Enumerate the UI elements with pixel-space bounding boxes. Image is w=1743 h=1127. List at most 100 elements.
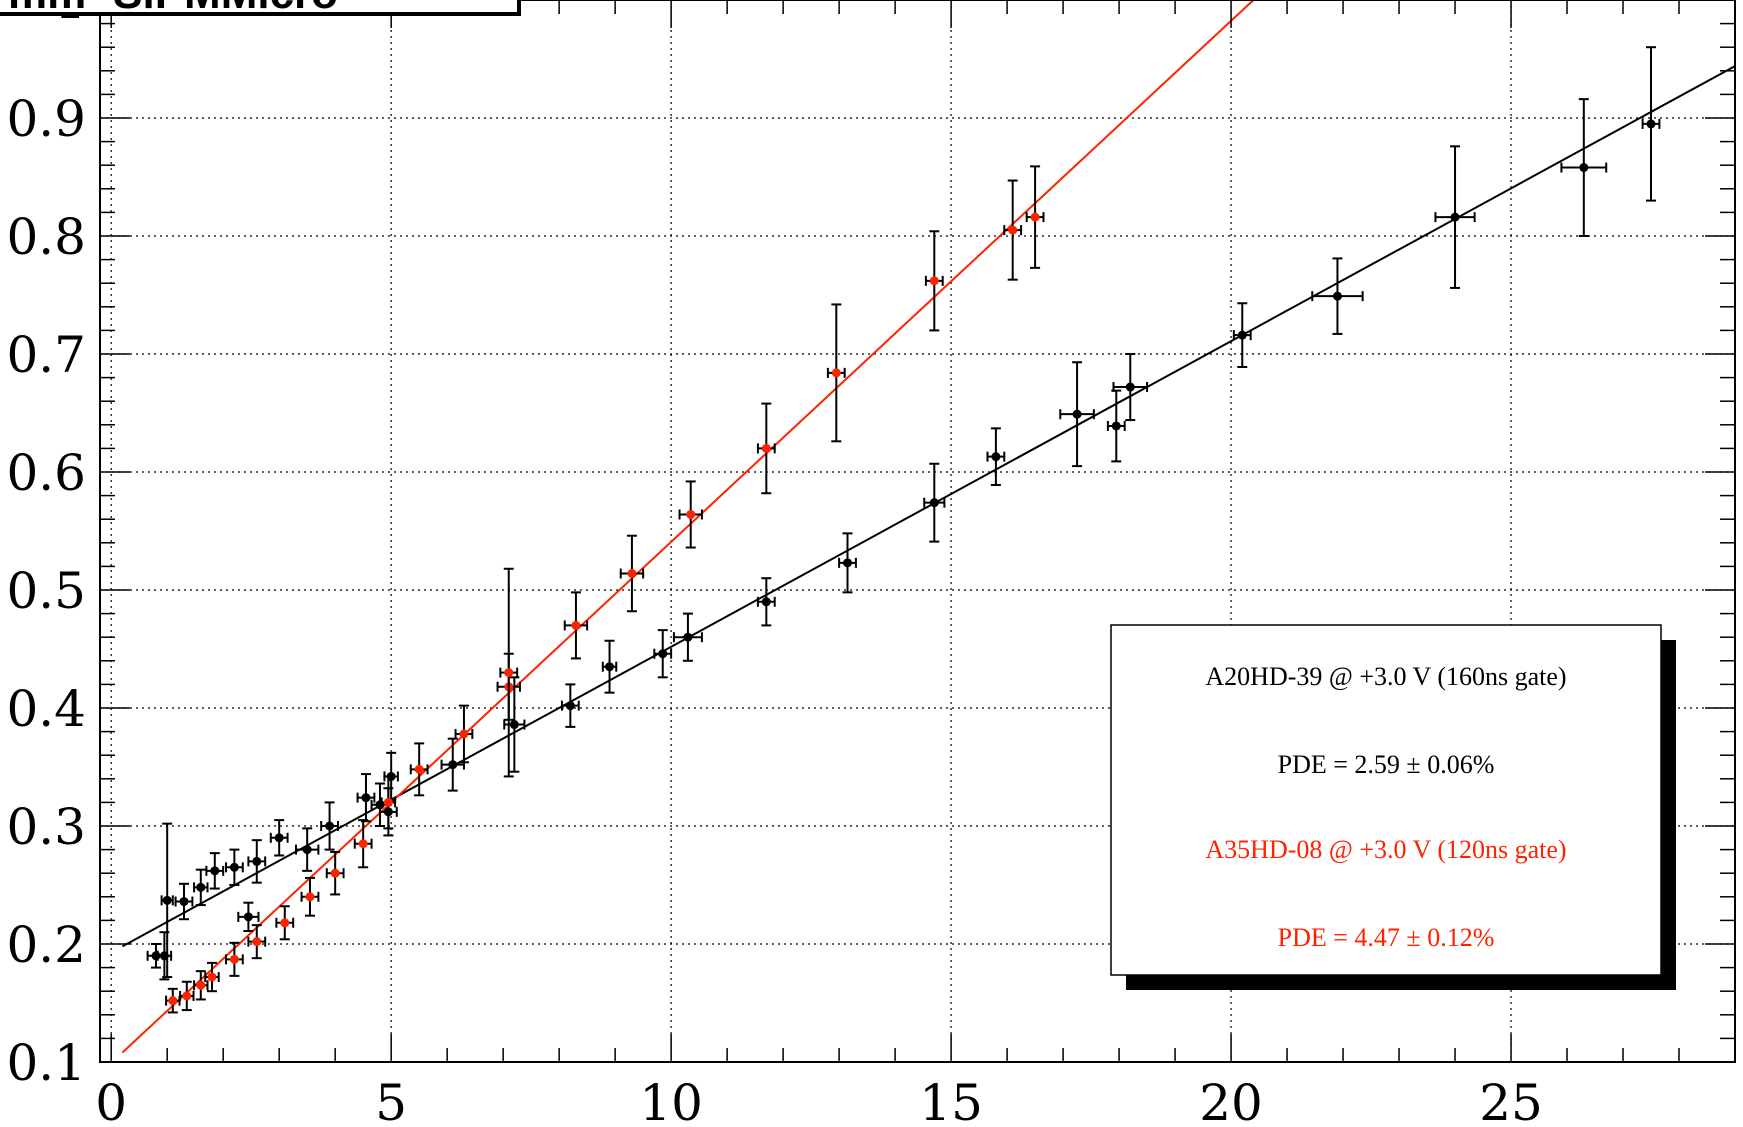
data-point	[826, 303, 846, 443]
data-point	[193, 868, 209, 907]
data-point	[205, 852, 225, 890]
data-marker	[1450, 212, 1460, 222]
y-tick-label: 0.6	[6, 444, 86, 502]
data-marker	[252, 937, 262, 947]
data-point	[409, 742, 429, 797]
data-point	[275, 905, 295, 941]
data-marker	[686, 509, 696, 519]
plot-frame	[99, 0, 1736, 1063]
axis-ticks	[100, 0, 1735, 1063]
data-point	[320, 801, 339, 851]
data-marker	[361, 793, 371, 803]
data-point	[678, 480, 703, 549]
legend-entry-1: A20HD-39 @ +3.0 V (160ns gate)	[1205, 662, 1566, 691]
data-marker	[929, 498, 939, 508]
data-marker	[383, 797, 393, 807]
data-point	[440, 737, 465, 792]
y-tick-label: 0.2	[6, 916, 86, 974]
data-point	[1025, 165, 1045, 269]
data-marker	[182, 991, 192, 1001]
data-point	[986, 427, 1006, 486]
data-marker	[302, 845, 312, 855]
data-marker	[179, 897, 189, 907]
data-point	[1641, 46, 1661, 202]
x-tick-label: 20	[1199, 1074, 1263, 1127]
data-point	[237, 901, 260, 933]
data-point	[325, 850, 345, 896]
data-point	[672, 612, 703, 662]
legend-box	[1110, 624, 1662, 976]
data-point	[353, 819, 373, 869]
legend-entry-4: PDE = 4.47 ± 0.12%	[1278, 923, 1495, 952]
data-point	[756, 402, 776, 495]
x-tick-label: 15	[919, 1074, 983, 1127]
data-point	[193, 970, 209, 1001]
data-point	[300, 876, 320, 917]
data-point	[160, 822, 174, 979]
data-point	[165, 987, 181, 1014]
data-point	[269, 819, 289, 857]
data-marker	[565, 701, 575, 711]
data-marker	[305, 892, 315, 902]
x-tick-label: 25	[1479, 1074, 1543, 1127]
data-point	[1059, 361, 1095, 468]
y-tick-label: 0.5	[6, 562, 86, 620]
data-marker	[325, 821, 335, 831]
data-marker	[196, 980, 206, 990]
data-marker	[658, 649, 668, 659]
data-marker	[509, 720, 519, 730]
y-tick-label: 0.9	[6, 90, 86, 148]
data-marker	[1646, 119, 1656, 129]
data-marker	[831, 368, 841, 378]
data-marker	[459, 729, 469, 739]
data-point	[499, 567, 519, 778]
data-point	[356, 773, 376, 823]
data-point	[1003, 179, 1023, 281]
data-point	[653, 629, 673, 679]
data-point	[1560, 98, 1608, 237]
data-marker	[605, 662, 615, 672]
x-tick-label: 0	[95, 1074, 127, 1127]
data-marker	[358, 839, 368, 849]
data-point	[619, 534, 645, 613]
data-marker	[991, 452, 1001, 462]
data-point	[224, 848, 244, 886]
data-marker	[843, 558, 853, 568]
data-marker	[330, 868, 340, 878]
data-marker	[252, 856, 262, 866]
y-tick-label: 0.1	[6, 1034, 86, 1092]
y-tick-label: 0.8	[6, 208, 86, 266]
data-point	[204, 961, 220, 993]
data-point	[224, 941, 244, 977]
data-marker	[207, 972, 217, 982]
data-marker	[162, 895, 172, 905]
data-point	[247, 839, 267, 884]
data-point	[924, 230, 944, 332]
data-point	[923, 462, 946, 543]
data-point	[1232, 302, 1252, 368]
data-marker	[229, 862, 239, 872]
title-box: mm² SiPMMicro	[0, 0, 521, 18]
data-point	[380, 775, 397, 830]
data-marker	[280, 918, 290, 928]
data-marker	[274, 833, 284, 843]
data-point	[370, 782, 390, 827]
x-tick-label: 10	[639, 1074, 703, 1127]
data-marker	[210, 866, 220, 876]
data-marker	[761, 597, 771, 607]
data-marker	[1008, 225, 1018, 235]
data-marker	[1125, 382, 1135, 392]
data-marker	[1030, 212, 1040, 222]
legend: A20HD-39 @ +3.0 V (160ns gate) PDE = 2.5…	[1110, 624, 1676, 990]
data-marker	[196, 882, 206, 892]
data-point	[601, 639, 618, 694]
data-point	[174, 882, 194, 921]
data-marker	[1237, 330, 1247, 340]
data-point	[294, 827, 320, 872]
legend-entry-2: PDE = 2.59 ± 0.06%	[1278, 750, 1495, 779]
data-marker	[683, 632, 693, 642]
data-marker	[1072, 409, 1082, 419]
data-marker	[1111, 421, 1121, 431]
x-tick-label: 5	[375, 1074, 407, 1127]
